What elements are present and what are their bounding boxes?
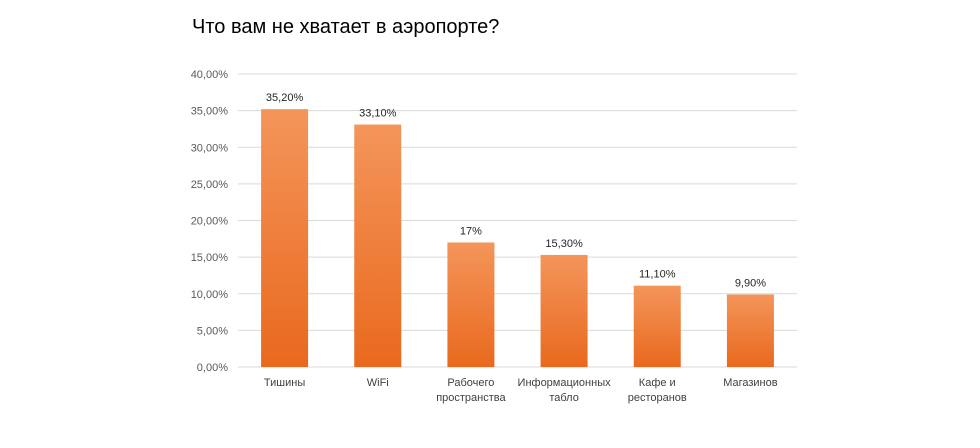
data-label: 9,90%	[735, 277, 766, 289]
data-labels: 35,20% 33,10% 17% 15,30% 11,10% 9,90%	[266, 92, 766, 289]
category-labels: Тишины WiFi Рабочего пространства Информацио…	[264, 377, 778, 404]
y-tick-label: 40,00%	[191, 69, 229, 81]
bar	[633, 285, 681, 367]
y-tick-label: 35,00%	[191, 106, 229, 118]
bar	[540, 254, 588, 367]
data-label: 17%	[460, 225, 482, 237]
y-tick-label: 10,00%	[191, 289, 229, 301]
gridlines	[238, 73, 797, 368]
y-tick-label: 5,00%	[197, 325, 228, 337]
chart-title: Что вам не хватает в аэропорте?	[192, 16, 500, 38]
category-label: Информационных табло	[518, 377, 612, 404]
y-axis-ticks: 0,00% 5,00% 10,00% 15,00% 20,00% 25,00% 30,00%…	[191, 69, 229, 374]
category-label: Кафе и ресторанов	[628, 377, 687, 404]
data-label: 11,10%	[639, 269, 676, 281]
y-tick-label: 0,00%	[197, 362, 228, 374]
y-tick-label: 15,00%	[191, 252, 229, 264]
category-label: Тишины	[264, 377, 305, 389]
y-tick-label: 30,00%	[191, 142, 229, 154]
bars	[261, 109, 774, 367]
y-tick-label: 25,00%	[191, 179, 229, 191]
data-label: 15,30%	[545, 238, 583, 250]
data-label: 35,20%	[266, 92, 304, 104]
bar	[726, 294, 774, 367]
bar	[447, 242, 495, 367]
bar	[261, 109, 309, 367]
bar	[354, 124, 402, 367]
category-label: Магазинов	[723, 377, 778, 389]
category-label: WiFi	[367, 377, 389, 389]
category-label: Рабочего пространства	[436, 377, 506, 404]
y-tick-label: 20,00%	[191, 216, 229, 228]
data-label: 33,10%	[359, 108, 397, 120]
